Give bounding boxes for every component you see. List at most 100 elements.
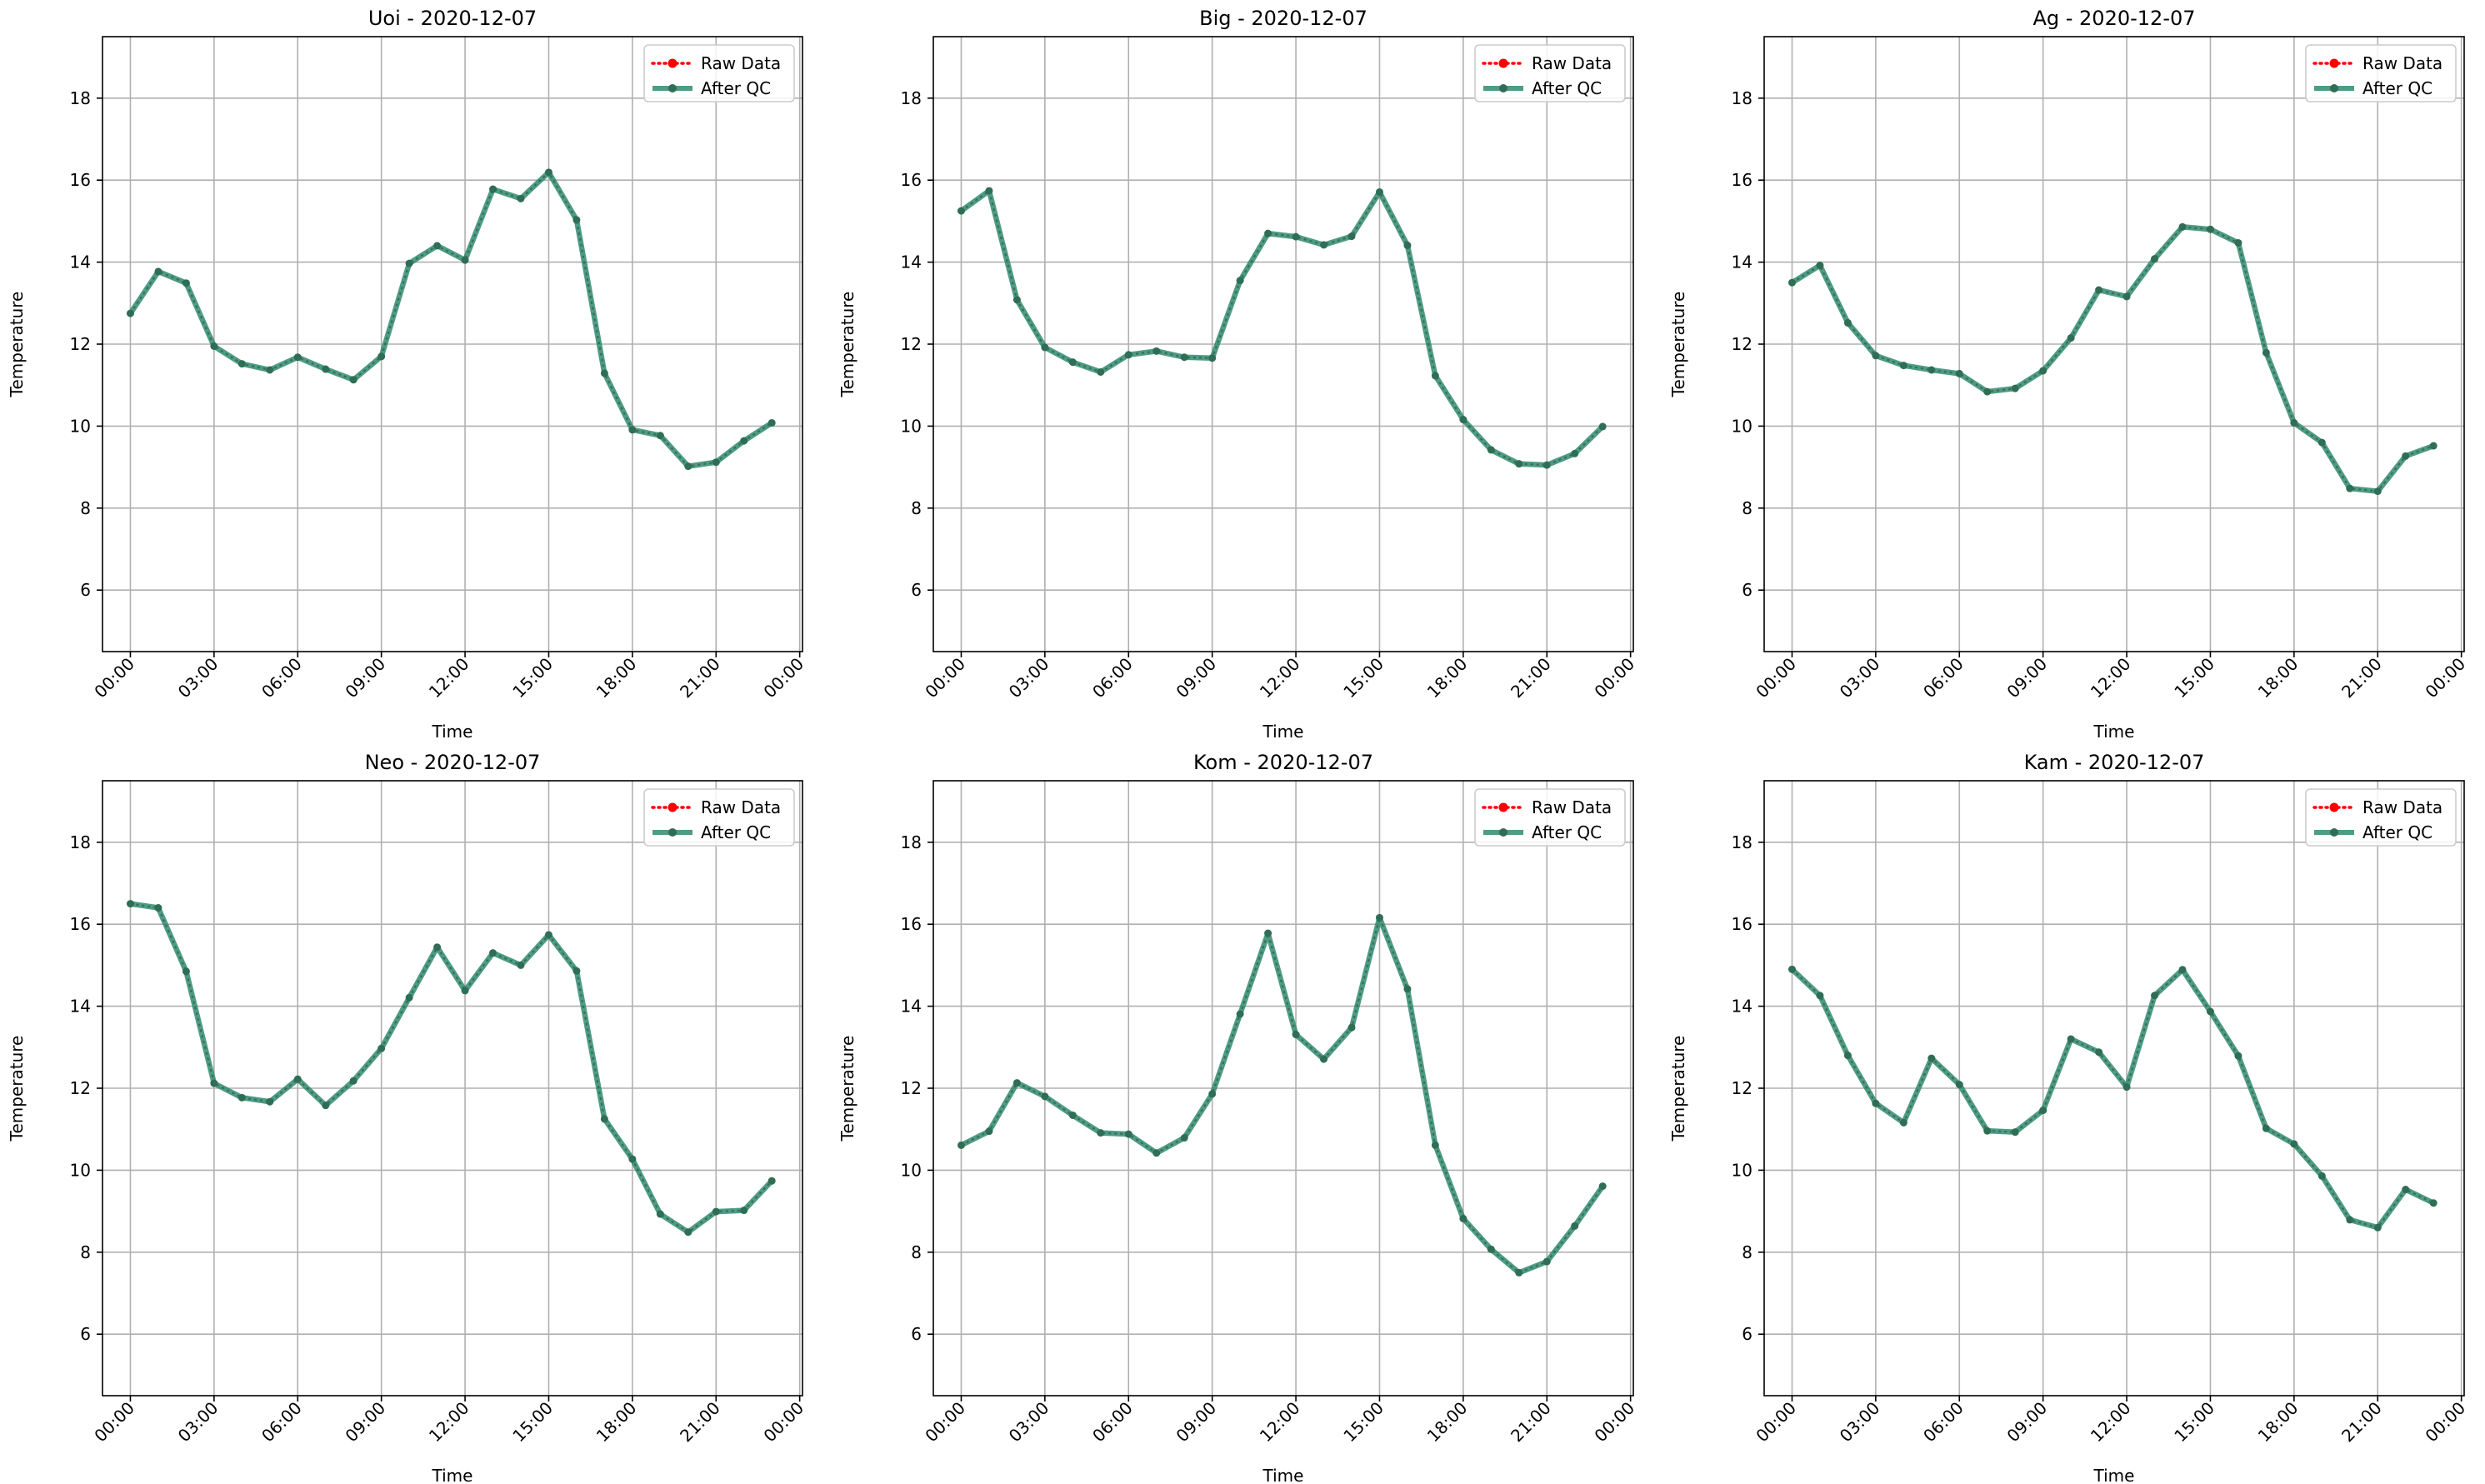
- y-tick-label: 14: [901, 997, 922, 1017]
- y-tick-label: 10: [1732, 416, 1752, 436]
- y-tick-label: 8: [1742, 498, 1752, 518]
- series-line-raw-data: [1791, 226, 2434, 492]
- data-point: [2429, 442, 2438, 450]
- series-line-raw-data: [960, 914, 1604, 1274]
- legend-marker-raw-data: [2329, 58, 2339, 68]
- data-point: [266, 1097, 274, 1106]
- data-point: [1068, 358, 1077, 367]
- data-point: [1843, 1052, 1852, 1060]
- y-tick-label: 8: [1742, 1242, 1752, 1262]
- y-tick-label: 16: [901, 170, 922, 190]
- data-point: [1012, 1079, 1021, 1087]
- y-tick-label: 10: [901, 416, 922, 436]
- data-point: [349, 376, 358, 384]
- data-point: [1872, 352, 1880, 360]
- chart-title: Kom - 2020-12-07: [1193, 751, 1373, 774]
- data-point: [1264, 929, 1272, 937]
- y-tick-label: 8: [911, 498, 922, 518]
- data-point: [2178, 966, 2187, 974]
- y-tick-label: 8: [911, 1242, 922, 1262]
- data-point: [1152, 1149, 1161, 1157]
- data-point: [154, 267, 162, 276]
- data-point: [1180, 353, 1188, 362]
- legend-marker-raw-data: [2329, 802, 2339, 812]
- data-point: [405, 993, 413, 1002]
- series-line-raw-data: [129, 171, 772, 467]
- data-point: [1292, 1031, 1300, 1039]
- data-point: [628, 426, 637, 434]
- data-point: [656, 432, 664, 440]
- y-tick-label: 10: [70, 1160, 91, 1180]
- data-point: [210, 342, 218, 350]
- x-axis-label: Time: [2093, 1466, 2135, 1484]
- y-tick-label: 10: [70, 416, 91, 436]
- data-point: [1264, 229, 1272, 237]
- data-point: [768, 1177, 776, 1185]
- legend-label-raw-data: Raw Data: [2362, 797, 2442, 817]
- data-point: [1571, 1222, 1579, 1230]
- data-point: [1487, 446, 1495, 454]
- data-point: [182, 967, 190, 976]
- data-point: [544, 931, 552, 939]
- y-tick-label: 12: [70, 1078, 91, 1098]
- y-axis-label: Temperature: [7, 1036, 27, 1142]
- data-point: [1348, 232, 1356, 241]
- data-point: [1320, 241, 1328, 249]
- data-point: [2122, 292, 2131, 301]
- x-axis-label: Time: [432, 1466, 473, 1484]
- data-point: [433, 242, 442, 250]
- data-point: [1928, 366, 1936, 374]
- data-point: [2402, 1186, 2410, 1194]
- legend-label-raw-data: Raw Data: [701, 797, 781, 817]
- data-point: [2373, 487, 2382, 496]
- y-tick-label: 12: [70, 334, 91, 354]
- data-point: [154, 904, 162, 912]
- data-point: [740, 1207, 748, 1215]
- data-point: [2429, 1199, 2438, 1207]
- data-point: [1983, 387, 1992, 396]
- data-point: [572, 967, 581, 975]
- data-point: [1459, 1214, 1468, 1222]
- y-tick-label: 8: [80, 1242, 91, 1262]
- data-point: [684, 462, 692, 471]
- data-point: [2318, 1172, 2326, 1180]
- data-point: [1068, 1111, 1077, 1119]
- data-point: [2290, 418, 2298, 427]
- data-point: [2402, 452, 2410, 460]
- data-point: [378, 352, 386, 361]
- x-axis-label: Time: [1262, 1466, 1304, 1484]
- data-point: [2151, 255, 2159, 263]
- data-point: [489, 185, 498, 193]
- data-point: [1097, 367, 1105, 376]
- legend-label-after-qc: After QC: [2362, 78, 2432, 98]
- y-tick-label: 12: [901, 1078, 922, 1098]
- y-tick-label: 12: [901, 334, 922, 354]
- data-point: [2011, 384, 2019, 392]
- data-point: [1955, 1081, 1963, 1089]
- data-point: [1208, 1090, 1217, 1098]
- y-tick-label: 18: [1732, 88, 1752, 108]
- data-point: [1598, 422, 1607, 431]
- chart-title: Neo - 2020-12-07: [365, 751, 541, 774]
- data-point: [2206, 225, 2214, 233]
- legend-label-raw-data: Raw Data: [1532, 797, 1612, 817]
- y-tick-label: 18: [70, 88, 91, 108]
- data-point: [712, 1207, 720, 1216]
- data-point: [1431, 372, 1439, 380]
- x-axis-label: Time: [432, 722, 473, 742]
- data-point: [1899, 1118, 1908, 1127]
- data-point: [1899, 362, 1908, 370]
- y-tick-label: 18: [70, 832, 91, 852]
- data-point: [126, 900, 134, 908]
- data-point: [1348, 1023, 1356, 1032]
- y-tick-label: 16: [1732, 170, 1752, 190]
- data-point: [405, 259, 413, 267]
- data-point: [1124, 351, 1132, 359]
- data-point: [126, 309, 134, 317]
- data-point: [1542, 1257, 1551, 1266]
- y-axis-label: Temperature: [838, 292, 858, 398]
- data-point: [1236, 1010, 1244, 1018]
- legend-marker-after-qc: [1499, 828, 1508, 837]
- data-point: [957, 1141, 965, 1149]
